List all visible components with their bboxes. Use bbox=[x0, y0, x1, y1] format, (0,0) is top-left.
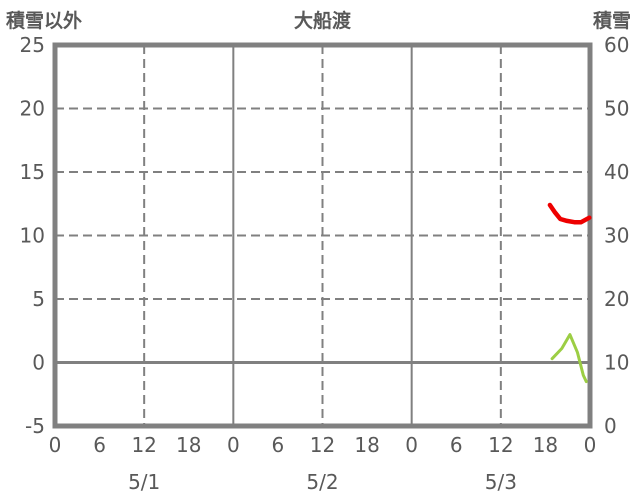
x-axis-hour-label: 0 bbox=[405, 433, 418, 457]
x-axis-hour-label: 0 bbox=[49, 433, 62, 457]
left-axis-tick-label: 10 bbox=[20, 224, 45, 248]
right-axis-tick-label: 50 bbox=[604, 97, 629, 121]
right-axis-tick-label: 0 bbox=[604, 414, 617, 438]
x-axis-hour-label: 18 bbox=[354, 433, 379, 457]
x-axis-hour-label: 18 bbox=[533, 433, 558, 457]
right-axis-tick-label: 30 bbox=[604, 224, 629, 248]
series-red-line bbox=[547, 202, 592, 225]
plot-frame bbox=[52, 42, 593, 429]
right-axis-tick-label: 60 bbox=[604, 33, 629, 57]
left-axis-tick-label: 5 bbox=[32, 287, 45, 311]
left-axis-title: 積雪以外 bbox=[6, 10, 83, 32]
right-axis-tick-label: 20 bbox=[604, 287, 629, 311]
chart-title: 大船渡 bbox=[293, 10, 351, 32]
x-axis-hour-label: 12 bbox=[131, 433, 156, 457]
right-axis-tick-label: 10 bbox=[604, 351, 629, 375]
left-axis-tick-label: 15 bbox=[20, 160, 45, 184]
x-axis-hour-label: 12 bbox=[488, 433, 513, 457]
x-axis-hour-label: 18 bbox=[176, 433, 201, 457]
right-axis-tick-label: 40 bbox=[604, 160, 629, 184]
x-axis-date-label: 5/3 bbox=[485, 470, 517, 494]
x-axis-hour-label: 0 bbox=[227, 433, 240, 457]
x-axis-hour-label: 6 bbox=[450, 433, 463, 457]
left-axis-tick-label: -5 bbox=[25, 414, 45, 438]
x-axis-date-label: 5/2 bbox=[306, 470, 338, 494]
left-axis-tick-label: 25 bbox=[20, 33, 45, 57]
x-axis-hour-label: 6 bbox=[93, 433, 106, 457]
x-axis-hour-label: 6 bbox=[272, 433, 285, 457]
right-axis-title: 積雪 bbox=[592, 10, 631, 32]
x-axis-date-label: 5/1 bbox=[128, 470, 160, 494]
series-green-line bbox=[550, 333, 588, 384]
left-axis-tick-label: 0 bbox=[32, 351, 45, 375]
left-axis-tick-label: 20 bbox=[20, 97, 45, 121]
x-axis-hour-label: 12 bbox=[310, 433, 335, 457]
x-axis-hour-label: 0 bbox=[584, 433, 597, 457]
